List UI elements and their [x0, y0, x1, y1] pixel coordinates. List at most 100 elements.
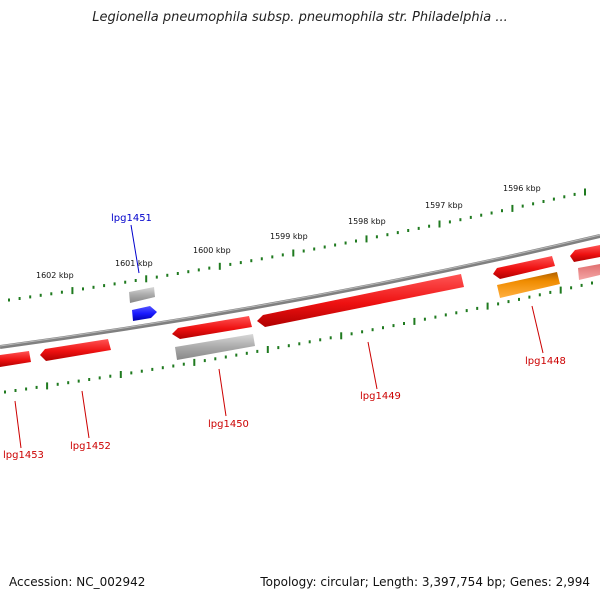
lower-scale-ticks	[4, 281, 593, 394]
lower-minor-tick	[319, 338, 322, 342]
gene-label-lpg1450[interactable]: lpg1450	[208, 419, 249, 430]
upper-major-tick	[71, 287, 74, 295]
scale-label-1597: 1597 kbp	[425, 201, 463, 210]
lower-minor-tick	[507, 300, 510, 304]
lower-minor-tick	[580, 283, 583, 287]
upper-minor-tick	[250, 259, 253, 263]
upper-minor-tick	[39, 293, 42, 297]
upper-major-tick	[511, 204, 514, 212]
upper-major-tick	[145, 275, 148, 283]
upper-minor-tick	[176, 272, 179, 275]
gene-lpg1451-grey[interactable]	[129, 287, 155, 303]
gene-label-lpg1453[interactable]: lpg1453	[3, 450, 44, 461]
lower-minor-tick	[77, 379, 80, 383]
upper-minor-tick	[428, 224, 431, 228]
lower-minor-tick	[214, 357, 217, 361]
gene-lpg1448-body[interactable]	[497, 272, 560, 298]
upper-minor-tick	[187, 270, 190, 274]
lower-minor-tick	[476, 306, 479, 310]
upper-major-tick	[292, 249, 295, 257]
upper-minor-tick	[208, 266, 211, 270]
lower-minor-tick	[256, 349, 259, 353]
upper-minor-tick	[407, 229, 410, 232]
lpg1448-leader	[531, 305, 544, 354]
gene-lpg1448-upper[interactable]	[493, 256, 555, 279]
gene-lpg1449-body[interactable]	[257, 274, 464, 327]
gene-label-lpg1448[interactable]: lpg1448	[525, 356, 566, 367]
upper-minor-tick	[542, 200, 545, 203]
lower-major-tick	[486, 302, 489, 310]
scale-label-1599: 1599 kbp	[270, 232, 308, 241]
upper-minor-tick	[60, 290, 63, 294]
upper-minor-tick	[113, 282, 116, 286]
scale-label-1596: 1596 kbp	[503, 184, 541, 193]
lower-minor-tick	[444, 313, 447, 317]
lower-minor-tick	[298, 342, 301, 346]
lower-minor-tick	[161, 366, 164, 370]
accession-label: Accession: NC_002942	[9, 575, 146, 589]
lower-minor-tick	[182, 362, 185, 366]
upper-minor-tick	[8, 298, 10, 302]
lower-minor-tick	[151, 367, 154, 371]
upper-minor-tick	[386, 233, 389, 237]
lpg1451-leader	[130, 224, 140, 274]
lower-minor-tick	[403, 322, 405, 325]
lower-minor-tick	[245, 351, 248, 355]
upper-minor-tick	[260, 257, 263, 261]
scale-label-1601: 1601 kbp	[115, 259, 153, 268]
upper-minor-tick	[323, 245, 326, 249]
lower-minor-tick	[361, 330, 364, 334]
lower-minor-tick	[455, 311, 458, 315]
upper-minor-tick	[355, 239, 357, 243]
upper-minor-tick	[82, 287, 84, 291]
upper-minor-tick	[239, 261, 242, 265]
lower-minor-tick	[140, 369, 143, 373]
upper-minor-tick	[271, 255, 274, 259]
lower-minor-tick	[549, 290, 552, 294]
upper-minor-tick	[334, 243, 337, 247]
upper-minor-tick	[281, 253, 284, 257]
upper-minor-tick	[459, 218, 462, 222]
upper-minor-tick	[396, 231, 399, 235]
lower-minor-tick	[465, 309, 468, 313]
genome-backbone-highlight	[0, 234, 600, 347]
gene-edge-lower[interactable]	[578, 264, 600, 280]
lower-major-tick	[340, 332, 343, 340]
gene-label-lpg1452[interactable]: lpg1452	[70, 441, 111, 452]
upper-major-tick	[584, 188, 586, 196]
upper-minor-tick	[552, 197, 555, 201]
lower-minor-tick	[130, 371, 133, 375]
lower-major-tick	[46, 382, 49, 390]
lower-minor-tick	[518, 297, 520, 301]
gene-edge-upper[interactable]	[570, 245, 600, 262]
lower-minor-tick	[98, 376, 101, 380]
genome-backbone	[0, 234, 600, 349]
gene-lpg1450-grey[interactable]	[175, 334, 255, 360]
lower-major-tick	[413, 317, 416, 325]
lower-minor-tick	[35, 385, 38, 389]
gene-lpg1453-body[interactable]	[0, 351, 31, 367]
lower-minor-tick	[14, 389, 17, 392]
lpg1452-leader	[81, 390, 90, 439]
lower-major-tick	[193, 358, 196, 366]
upper-minor-tick	[344, 241, 347, 245]
upper-minor-tick	[302, 249, 305, 253]
lower-minor-tick	[329, 336, 332, 340]
lower-minor-tick	[538, 293, 541, 297]
gene-lpg1450-body[interactable]	[172, 316, 252, 339]
upper-minor-tick	[229, 262, 232, 266]
page-title: Legionella pneumophila subsp. pneumophil…	[92, 10, 508, 25]
gene-label-lpg1449[interactable]: lpg1449	[360, 391, 401, 402]
upper-minor-tick	[532, 202, 535, 206]
upper-minor-tick	[480, 213, 483, 217]
lower-minor-tick	[308, 340, 311, 344]
gene-lpg1452-body[interactable]	[40, 339, 111, 361]
lower-minor-tick	[382, 326, 384, 330]
lower-minor-tick	[591, 281, 593, 285]
lower-major-tick	[119, 371, 122, 378]
gene-lpg1451-arrow[interactable]	[132, 306, 157, 321]
upper-minor-tick	[50, 292, 53, 296]
gene-label-lpg1451[interactable]: lpg1451	[111, 213, 152, 224]
